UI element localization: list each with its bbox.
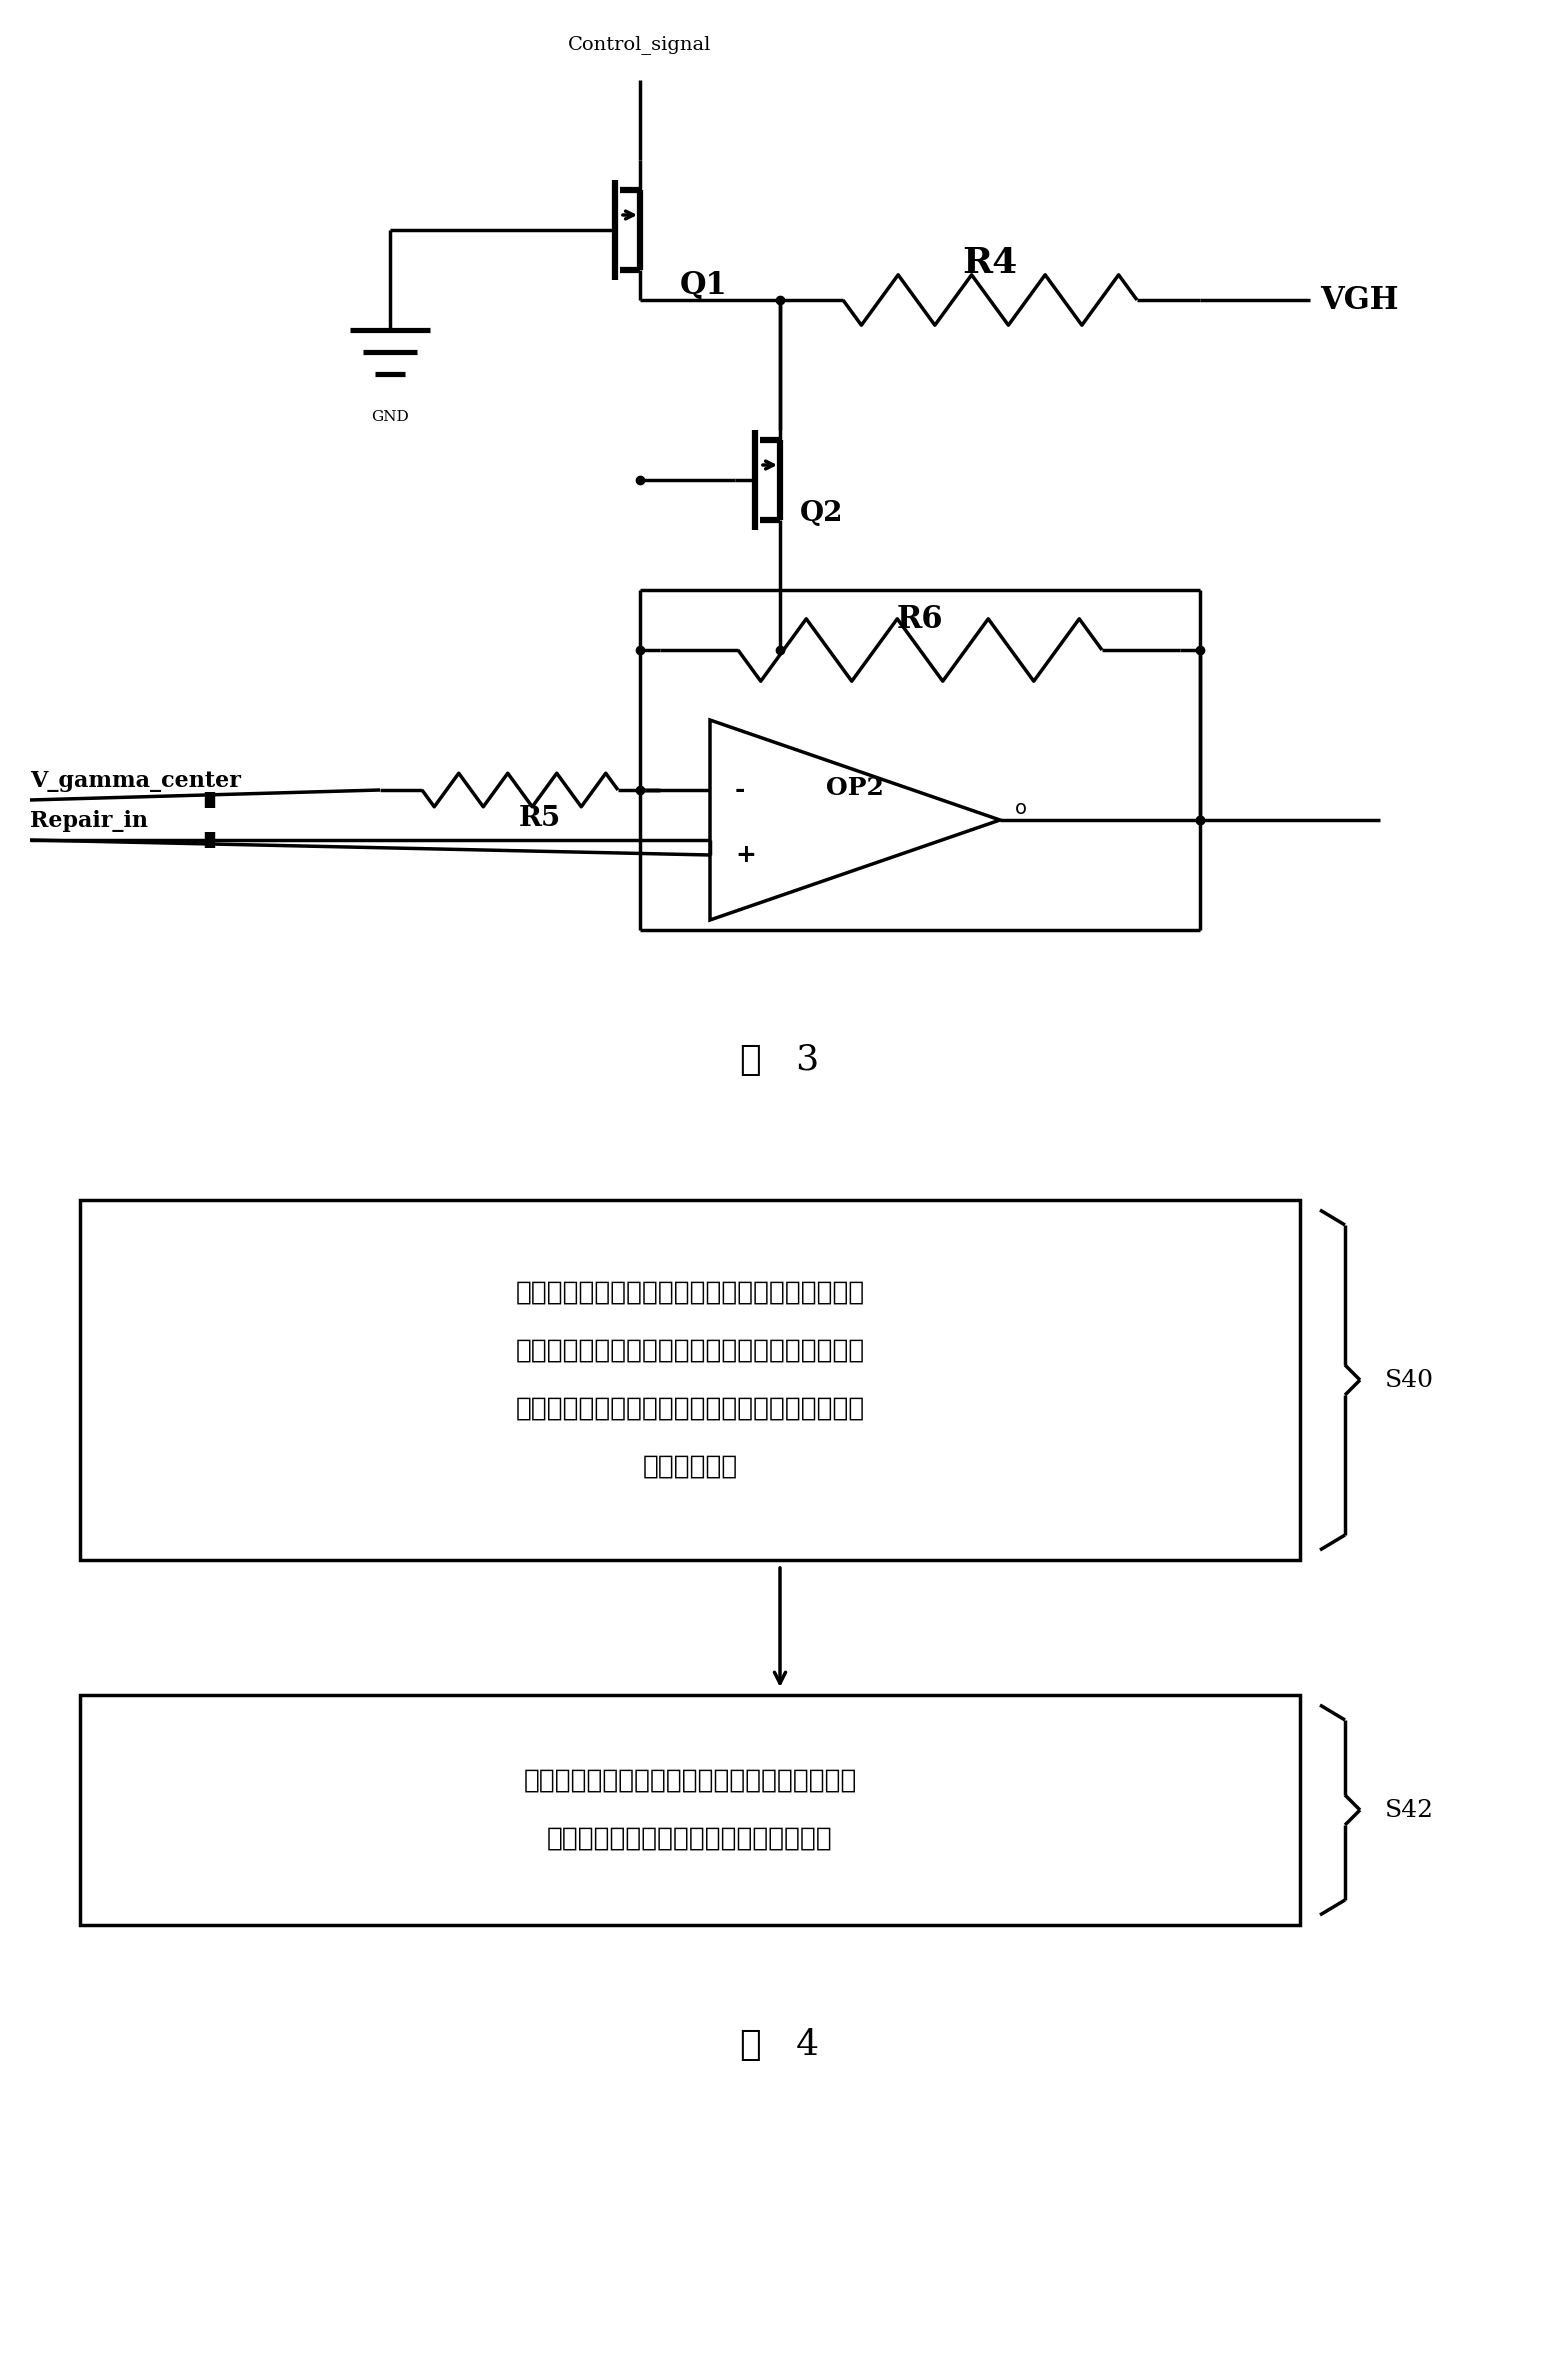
Text: Repair_in: Repair_in — [30, 810, 148, 831]
Text: S40: S40 — [1385, 1368, 1435, 1392]
Text: R5: R5 — [518, 805, 560, 831]
Text: 信号的电压恢复到输入时的图像信号电压: 信号的电压恢复到输入时的图像信号电压 — [546, 1825, 834, 1851]
Text: OP2: OP2 — [826, 777, 884, 801]
Bar — [80, 1696, 1300, 1924]
Text: +: + — [735, 843, 756, 867]
Text: 图像信号电压: 图像信号电压 — [643, 1453, 738, 1479]
Text: 在控制信号的作用下施加到修复线的图像信号在开: 在控制信号的作用下施加到修复线的图像信号在开 — [515, 1281, 865, 1307]
Text: 图   4: 图 4 — [740, 2028, 820, 2063]
Text: R4: R4 — [963, 245, 1018, 280]
Text: Control_signal: Control_signal — [568, 35, 712, 54]
Text: VGH: VGH — [1321, 285, 1399, 316]
Text: -: - — [735, 777, 745, 803]
Text: 随后在控制信号的作用下，施加到修复线的图像: 随后在控制信号的作用下，施加到修复线的图像 — [523, 1769, 857, 1795]
Text: 始阶段，其图像信号电压在正极性的时候高于输入: 始阶段，其图像信号电压在正极性的时候高于输入 — [515, 1338, 865, 1364]
Text: R6: R6 — [896, 603, 943, 636]
Text: o: o — [1015, 798, 1027, 817]
Text: 图   3: 图 3 — [740, 1043, 820, 1076]
Text: Q1: Q1 — [681, 271, 727, 301]
Text: V_gamma_center: V_gamma_center — [30, 770, 240, 791]
Text: 时的图像信号电压，在负极性的时候低于输入时的: 时的图像信号电压，在负极性的时候低于输入时的 — [515, 1397, 865, 1422]
Text: GND: GND — [372, 410, 409, 424]
Text: Q2: Q2 — [799, 499, 843, 528]
Text: S42: S42 — [1385, 1799, 1435, 1820]
Bar — [80, 1201, 1300, 1559]
